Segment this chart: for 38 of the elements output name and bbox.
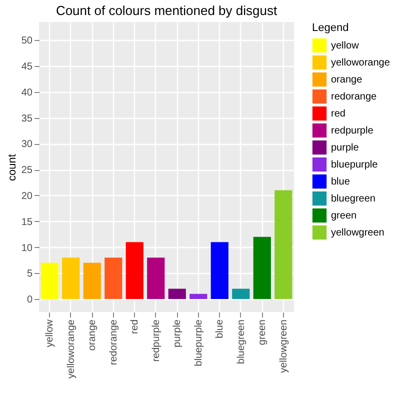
legend-label: purple [331,142,360,154]
legend-label: yellow [331,40,360,52]
y-tick-label: 5 [26,268,33,280]
y-tick-label: 0 [26,294,33,306]
y-tick-label: 20 [21,190,33,202]
legend-label: yelloworange [331,58,390,68]
x-tick-label: blue [214,319,226,338]
legend-label: bluepurple [331,160,378,170]
x-tick-label: bluegreen [236,320,247,364]
legend-label: yellowgreen [331,228,384,238]
y-tick-label: 45 [21,62,33,73]
legend-label: red [331,108,346,120]
y-axis-title: count [6,154,18,181]
y-tick-label: 50 [21,36,33,47]
y-tick-label: 25 [21,165,33,176]
x-tick-label: redorange [108,319,120,366]
legend-title: Legend [312,22,349,34]
x-tick-label: yelloworange [66,319,77,378]
x-tick-label: orange [87,319,98,351]
x-tick-label: redpurple [150,319,162,362]
y-tick-label: 30 [21,139,33,150]
legend-label: orange [331,74,363,86]
x-tick-label: yellowgreen [278,320,290,373]
legend-label: redorange [331,92,378,102]
legend-label: redpurple [331,126,374,136]
legend-label: green [331,210,357,222]
y-tick-label: 10 [21,242,33,254]
y-tick-label: 35 [21,113,33,124]
legend-label: bluegreen [331,194,376,204]
y-tick-label: 40 [21,87,33,98]
chart-title: Count of colours mentioned by disgust [56,3,278,18]
x-tick-label: yellow [44,318,56,348]
x-tick-label: red [130,320,141,334]
x-tick-label: green [257,320,268,346]
y-tick-label: 15 [21,216,33,228]
legend-label: blue [331,176,350,188]
x-tick-label: purple [172,319,184,348]
x-tick-label: bluepurple [193,319,204,366]
